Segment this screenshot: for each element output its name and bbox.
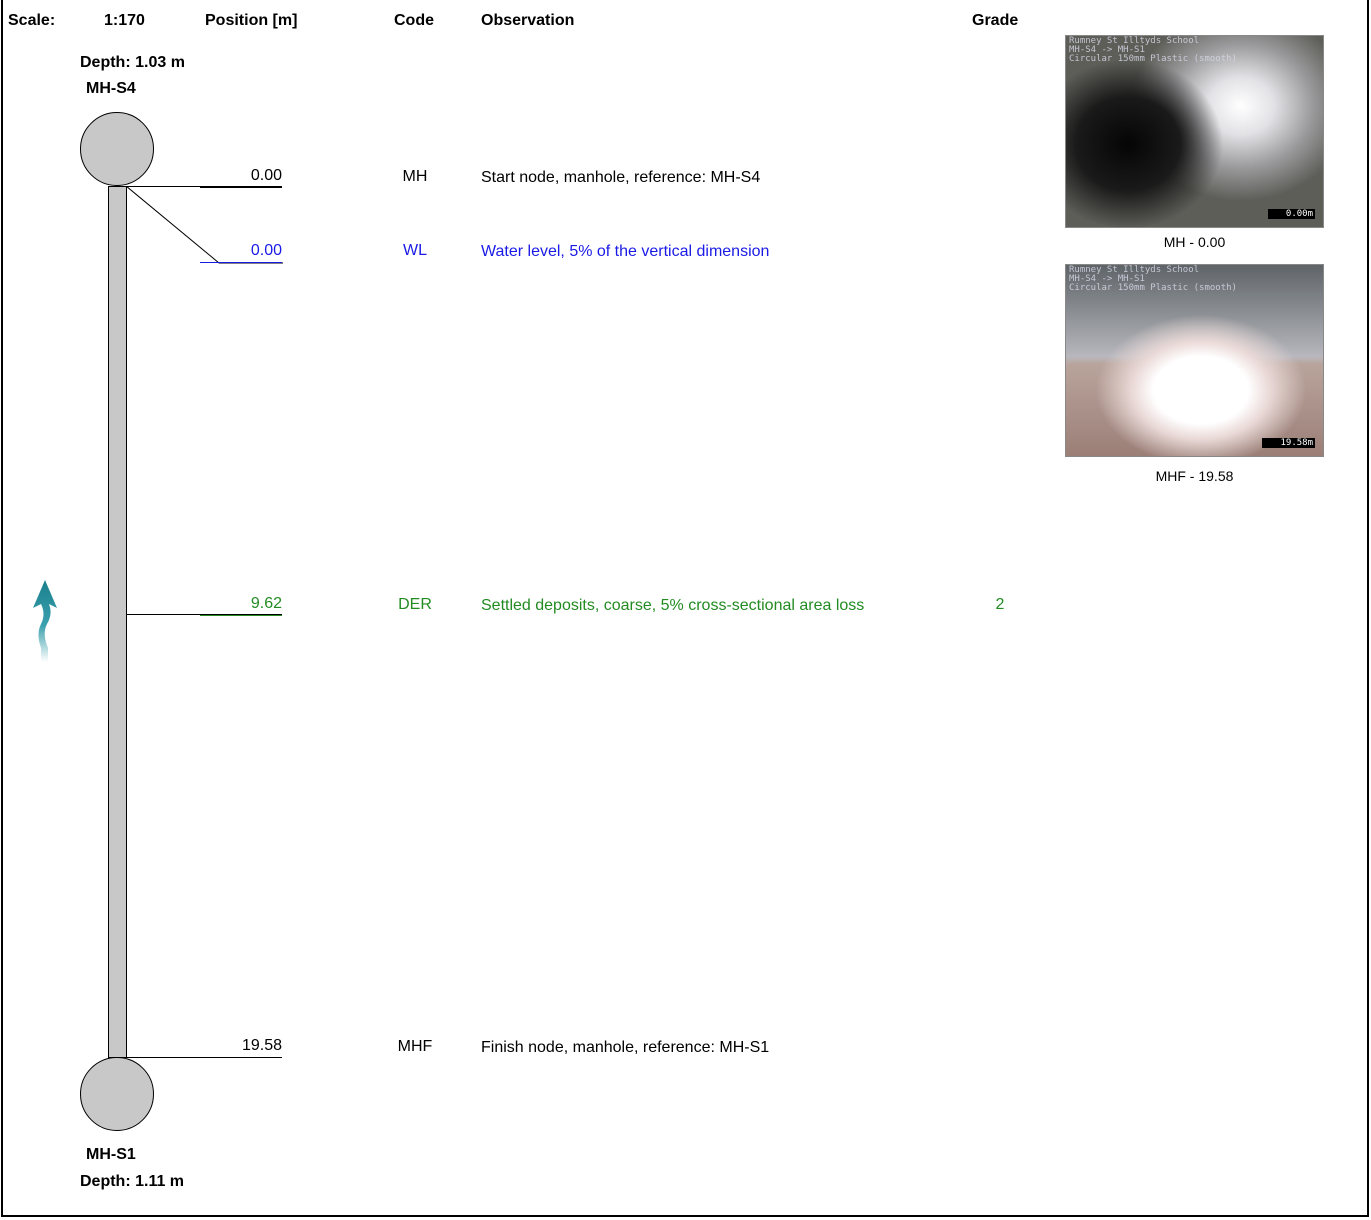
position-column-header: Position [m]: [205, 12, 298, 29]
observation-position: 0.00: [200, 241, 282, 263]
observation-code: MHF: [397, 1038, 433, 1055]
observation-position: 19.58: [200, 1036, 282, 1058]
code-column-header: Code: [394, 12, 434, 29]
observation-code: DER: [398, 596, 432, 613]
photo-caption: MH - 0.00: [1163, 234, 1226, 250]
observation-column-header: Observation: [481, 12, 575, 29]
start-node-depth: Depth: 1.03 m: [80, 54, 185, 71]
flow-direction-arrow-icon: [33, 580, 57, 662]
leader-line-der: [126, 614, 282, 615]
observation-grade: 2: [995, 596, 1005, 613]
leader-line-wl: [126, 186, 283, 264]
photo-overlay-text: Rumney St Illtyds School MH-S4 -> MH-S1 …: [1069, 265, 1237, 293]
pipe-section: [108, 186, 127, 1058]
observation-text: Start node, manhole, reference: MH-S4: [481, 169, 761, 186]
inspection-photo-start[interactable]: Rumney St Illtyds School MH-S4 -> MH-S1 …: [1065, 35, 1324, 228]
finish-manhole: [80, 1057, 154, 1131]
observation-code: MH: [402, 168, 428, 185]
grade-column-header: Grade: [972, 12, 1019, 29]
start-node-name: MH-S4: [86, 80, 136, 97]
observation-code: WL: [403, 242, 427, 259]
photo-overlay-text: Rumney St Illtyds School MH-S4 -> MH-S1 …: [1069, 36, 1237, 64]
observation-position: 9.62: [200, 594, 282, 616]
finish-node-name: MH-S1: [86, 1146, 136, 1163]
observation-text: Settled deposits, coarse, 5% cross-secti…: [481, 597, 865, 614]
finish-node-depth: Depth: 1.11 m: [80, 1173, 185, 1190]
observation-position: 0.00: [200, 166, 282, 188]
scale-label: Scale:: [8, 12, 56, 29]
inspection-photo-finish[interactable]: Rumney St Illtyds School MH-S4 -> MH-S1 …: [1065, 264, 1324, 457]
photo-distance-stamp: 19.58m: [1262, 438, 1315, 448]
leader-line-mh: [126, 186, 282, 187]
observation-text: Water level, 5% of the vertical dimensio…: [481, 243, 770, 260]
scale-value: 1:170: [104, 12, 145, 29]
photo-caption: MHF - 19.58: [1155, 468, 1234, 484]
photo-distance-stamp: 0.00m: [1267, 209, 1315, 219]
observation-text: Finish node, manhole, reference: MH-S1: [481, 1039, 770, 1056]
start-manhole: [80, 112, 154, 186]
